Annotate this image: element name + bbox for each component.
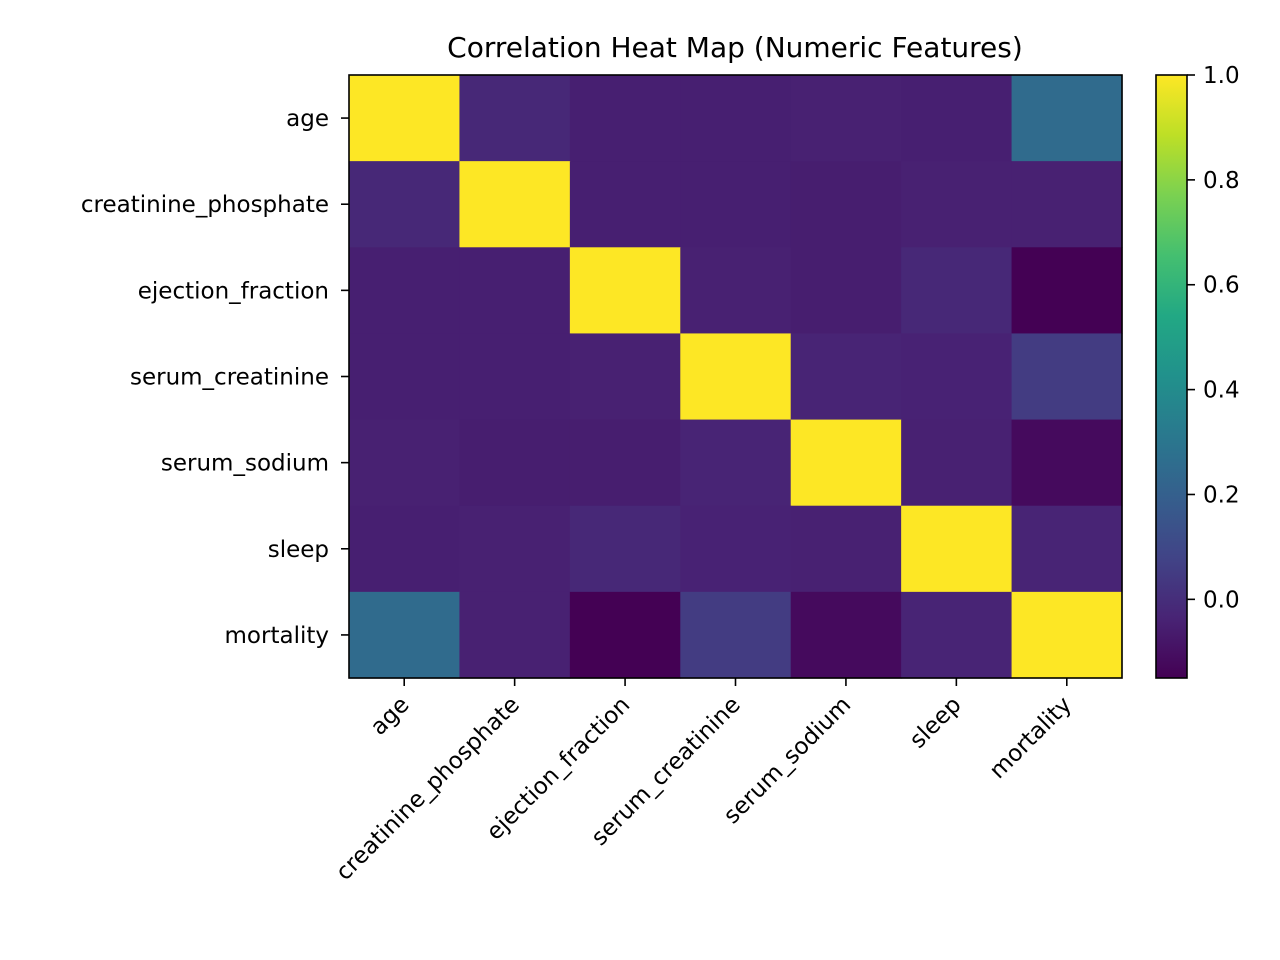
heatmap-cell xyxy=(901,591,1013,679)
colorbar-tick-label: 0.2 xyxy=(1203,482,1240,508)
heatmap-cell xyxy=(680,247,792,335)
heatmap-cell xyxy=(680,505,792,593)
y-tick-label: creatinine_phosphate xyxy=(81,192,329,218)
heatmap-cell xyxy=(1011,591,1123,679)
colorbar-tick-label: 0.4 xyxy=(1203,378,1240,404)
heatmap-cell xyxy=(680,333,792,421)
colorbar-axis: 0.0 0.2 0.4 0.6 0.8 1.0 xyxy=(1187,63,1240,613)
heatmap-cell xyxy=(569,75,681,162)
heatmap-cell xyxy=(569,333,681,421)
y-tick-label: serum_creatinine xyxy=(130,365,329,391)
heatmap-cell xyxy=(349,419,461,507)
heatmap-cell xyxy=(459,505,571,593)
heatmap-cell xyxy=(790,505,902,593)
colorbar-tick-label: 1.0 xyxy=(1203,63,1240,89)
heatmap-cell xyxy=(680,591,792,679)
heatmap-cell xyxy=(349,75,461,162)
heatmap-cell xyxy=(680,75,792,162)
heatmap-cell xyxy=(901,75,1013,162)
heatmap-cell xyxy=(790,419,902,507)
x-tick-label: age xyxy=(366,692,415,741)
heatmap-cell xyxy=(901,247,1013,335)
heatmap-cell xyxy=(1011,75,1123,162)
heatmap-cell xyxy=(790,333,902,421)
heatmap-cell xyxy=(790,591,902,679)
heatmap-cell xyxy=(569,591,681,679)
heatmap-cell xyxy=(901,333,1013,421)
heatmap-cell xyxy=(790,161,902,248)
y-tick-label: age xyxy=(286,106,329,132)
heatmap-cell xyxy=(459,419,571,507)
heatmap-cell xyxy=(901,419,1013,507)
heatmap-cell xyxy=(1011,247,1123,335)
y-tick-label: ejection_fraction xyxy=(138,278,329,304)
colorbar xyxy=(1155,74,1188,679)
y-tick-label: sleep xyxy=(268,537,329,563)
x-tick-label: sleep xyxy=(905,692,967,754)
chart-title: Correlation Heat Map (Numeric Features) xyxy=(447,31,1023,64)
x-tick-label: creatinine_phosphate xyxy=(331,692,525,886)
heatmap-cell xyxy=(1011,161,1123,248)
heatmap-cell xyxy=(349,161,461,248)
heatmap-cell xyxy=(349,591,461,679)
heatmap-cell xyxy=(459,161,571,248)
heatmap-cell xyxy=(790,247,902,335)
heatmap-cell xyxy=(1011,505,1123,593)
heatmap-cell xyxy=(569,419,681,507)
heatmap-cell xyxy=(349,505,461,593)
heatmap-cell xyxy=(459,591,571,679)
heatmap-cell xyxy=(459,333,571,421)
heatmap-cell xyxy=(790,75,902,162)
heatmap-cell xyxy=(680,419,792,507)
heatmap-cell xyxy=(1011,333,1123,421)
heatmap-cell xyxy=(569,505,681,593)
heatmap-cell xyxy=(349,247,461,335)
heatmap-cell xyxy=(569,161,681,248)
heatmap-cell xyxy=(459,247,571,335)
heatmap-cells xyxy=(349,75,1123,679)
heatmap-cell xyxy=(1011,419,1123,507)
colorbar-tick-label: 0.6 xyxy=(1203,273,1240,299)
colorbar-tick-label: 0.8 xyxy=(1203,168,1240,194)
x-tick-label: mortality xyxy=(985,692,1077,784)
x-axis: agecreatinine_phosphateejection_fraction… xyxy=(331,678,1077,886)
heatmap-cell xyxy=(459,75,571,162)
y-tick-label: serum_sodium xyxy=(161,451,329,477)
colorbar-tick-label: 0.0 xyxy=(1203,587,1240,613)
heatmap-cell xyxy=(349,333,461,421)
heatmap-cell xyxy=(680,161,792,248)
y-tick-label: mortality xyxy=(225,623,329,649)
heatmap-cell xyxy=(569,247,681,335)
y-axis: age creatinine_phosphate ejection_fraction… xyxy=(81,106,349,649)
heatmap-cell xyxy=(901,161,1013,248)
heatmap-cell xyxy=(901,505,1013,593)
